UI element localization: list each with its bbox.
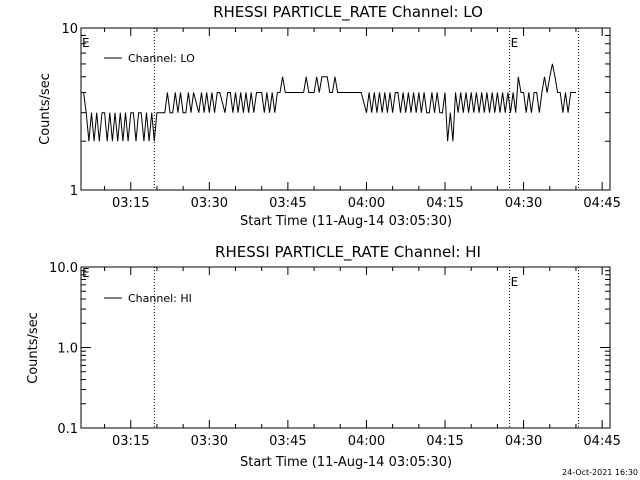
x-axis-label: Start Time (11-Aug-14 03:05:30) xyxy=(240,214,452,229)
x-tick-label: 04:00 xyxy=(348,434,385,449)
legend-label: Channel: LO xyxy=(128,52,195,65)
legend-label: Channel: HI xyxy=(128,292,192,305)
x-tick-label: 03:45 xyxy=(269,434,306,449)
x-tick-label: 04:30 xyxy=(505,196,542,211)
x-tick-label: 04:15 xyxy=(426,196,463,211)
x-tick-label: 04:45 xyxy=(583,196,620,211)
x-tick-label: 03:30 xyxy=(191,196,228,211)
x-tick-label: 04:15 xyxy=(426,434,463,449)
x-tick-label: 03:30 xyxy=(191,434,228,449)
lo-channel-panel: RHESSI PARTICLE_RATE Channel: LO Counts/… xyxy=(38,3,621,229)
chart-title: RHESSI PARTICLE_RATE Channel: LO xyxy=(213,3,483,22)
tick-group: 03:15 03:30 03:45 04:00 04:15 04:30 04:45 1 10 xyxy=(61,22,620,211)
y-axis-label: Counts/sec xyxy=(26,312,41,384)
event-marker-label: E xyxy=(511,275,519,289)
x-tick-label: 04:00 xyxy=(348,196,385,211)
chart-title: RHESSI PARTICLE_RATE Channel: HI xyxy=(215,243,481,262)
x-tick-label: 04:30 xyxy=(505,434,542,449)
y-tick-label: 0.1 xyxy=(57,422,78,437)
hi-channel-panel: RHESSI PARTICLE_RATE Channel: HI Counts/… xyxy=(26,243,621,470)
plot-frame xyxy=(80,27,611,191)
series-line xyxy=(83,63,576,142)
y-tick-label: 1.0 xyxy=(57,342,78,357)
marker-group: E xyxy=(153,267,580,428)
x-axis-label: Start Time (11-Aug-14 03:05:30) xyxy=(240,455,452,470)
x-tick-label: 04:45 xyxy=(583,434,620,449)
left-edge-flag: E xyxy=(82,36,90,50)
event-marker-label: E xyxy=(511,36,519,50)
y-axis-label: Counts/sec xyxy=(38,73,53,145)
left-edge-flag: E xyxy=(82,266,90,280)
x-tick-label: 03:45 xyxy=(269,196,306,211)
series-group xyxy=(83,63,576,142)
y-tick-label: 1 xyxy=(70,184,78,199)
timestamp: 24-Oct-2021 16:30 xyxy=(562,468,638,477)
y-tick-label: 10 xyxy=(61,22,78,37)
tick-group: 03:15 03:30 03:45 04:00 04:15 04:30 04:45 0.1 1.… xyxy=(49,261,621,449)
x-tick-label: 03:15 xyxy=(112,434,149,449)
x-tick-label: 03:15 xyxy=(112,196,149,211)
y-tick-label: 10.0 xyxy=(49,261,78,276)
